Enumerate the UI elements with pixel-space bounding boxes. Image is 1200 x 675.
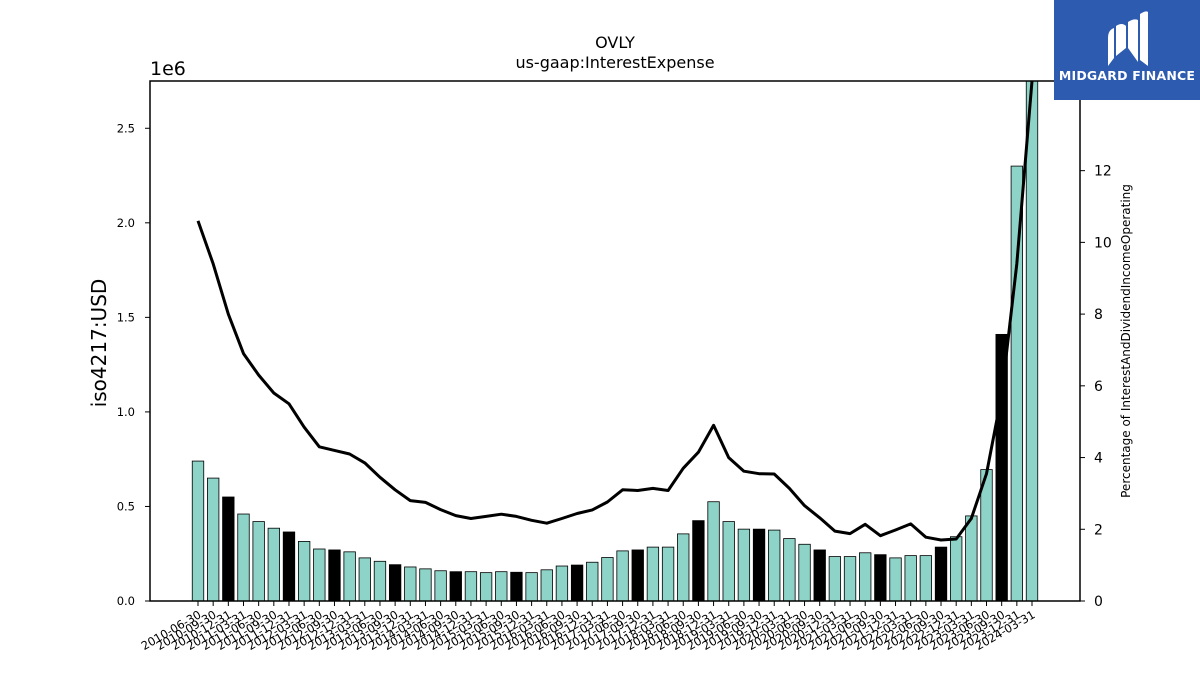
y-tick-label: 2.0 [117,216,135,230]
y2-tick-label: 8 [1094,307,1103,323]
bar [874,554,887,602]
bar [191,460,205,602]
chart-subtitle: us-gaap:InterestExpense [515,53,714,72]
y2-tick-label: 4 [1094,451,1103,467]
y-axis: 0.0 0.5 1.0 1.5 2.0 2.5 [117,121,150,608]
x-axis: 2010-06-302010-09-302010-12-312011-03-31… [139,601,1038,653]
y-tick-label: 2.5 [117,121,135,135]
bar [267,527,280,602]
bar [965,515,978,602]
bar [388,564,402,602]
bar [419,568,432,602]
y2-tick-label: 12 [1094,164,1112,180]
bar [661,546,675,602]
brand-name: MIDGARD FINANCE [1058,68,1196,83]
bar [282,531,296,602]
bar [555,565,569,602]
y-tick-label: 0.0 [117,594,135,608]
bar [404,566,417,602]
y2-tick-label: 6 [1094,379,1103,395]
bar [449,571,462,602]
bar [313,548,326,602]
bar [479,572,493,602]
midgard-logo-icon [1108,11,1148,67]
y2-axis: 0 2 4 6 8 10 12 [1080,164,1112,610]
bar [813,549,826,602]
bar [601,557,614,602]
y2-tick-label: 0 [1094,594,1103,610]
plot-frame [149,80,1081,602]
y-offset-label: 1e6 [150,58,186,80]
bar [722,521,735,602]
y2-tick-label: 10 [1094,235,1112,251]
bar [1025,80,1039,602]
bar [373,560,387,602]
percentage-line [196,80,1034,542]
brand-logo: MIDGARD FINANCE [1054,0,1200,100]
bar [570,564,584,602]
bar [995,333,1008,602]
bar [828,556,842,602]
bar [646,546,660,602]
y-tick-label: 0.5 [117,499,135,513]
bar [358,557,371,602]
bar [297,541,311,602]
bar [904,555,917,602]
bar [540,569,553,602]
bar [495,571,508,602]
y2-axis-label: Percentage of InterestAndDividendIncomeO… [1119,184,1133,498]
bar [677,533,690,602]
chart-title: OVLY [595,33,635,52]
bar [843,556,857,602]
bar [252,521,265,602]
bar [434,570,447,602]
y2-tick-label: 2 [1094,522,1103,538]
bar [768,529,781,602]
bar [525,572,538,602]
bar-series [191,80,1039,602]
bar [889,557,902,602]
bar [783,538,796,602]
bar [631,549,644,602]
bar [707,501,720,602]
bar [752,528,766,602]
bar [464,571,478,602]
bar [343,551,356,602]
bar [586,561,599,602]
bar [616,550,629,602]
bar [919,555,933,602]
bar [737,528,751,602]
bar [950,536,963,602]
bar [510,571,523,602]
y-axis-label: iso4217:USD [87,279,111,408]
y-tick-label: 1.5 [117,310,135,324]
bar [934,546,948,602]
bar [798,543,811,602]
bar [859,552,872,602]
bar [222,496,235,602]
bar [328,549,341,602]
y-tick-label: 1.0 [117,405,135,419]
bar [237,513,250,602]
bar [207,477,220,602]
bar [692,520,705,602]
